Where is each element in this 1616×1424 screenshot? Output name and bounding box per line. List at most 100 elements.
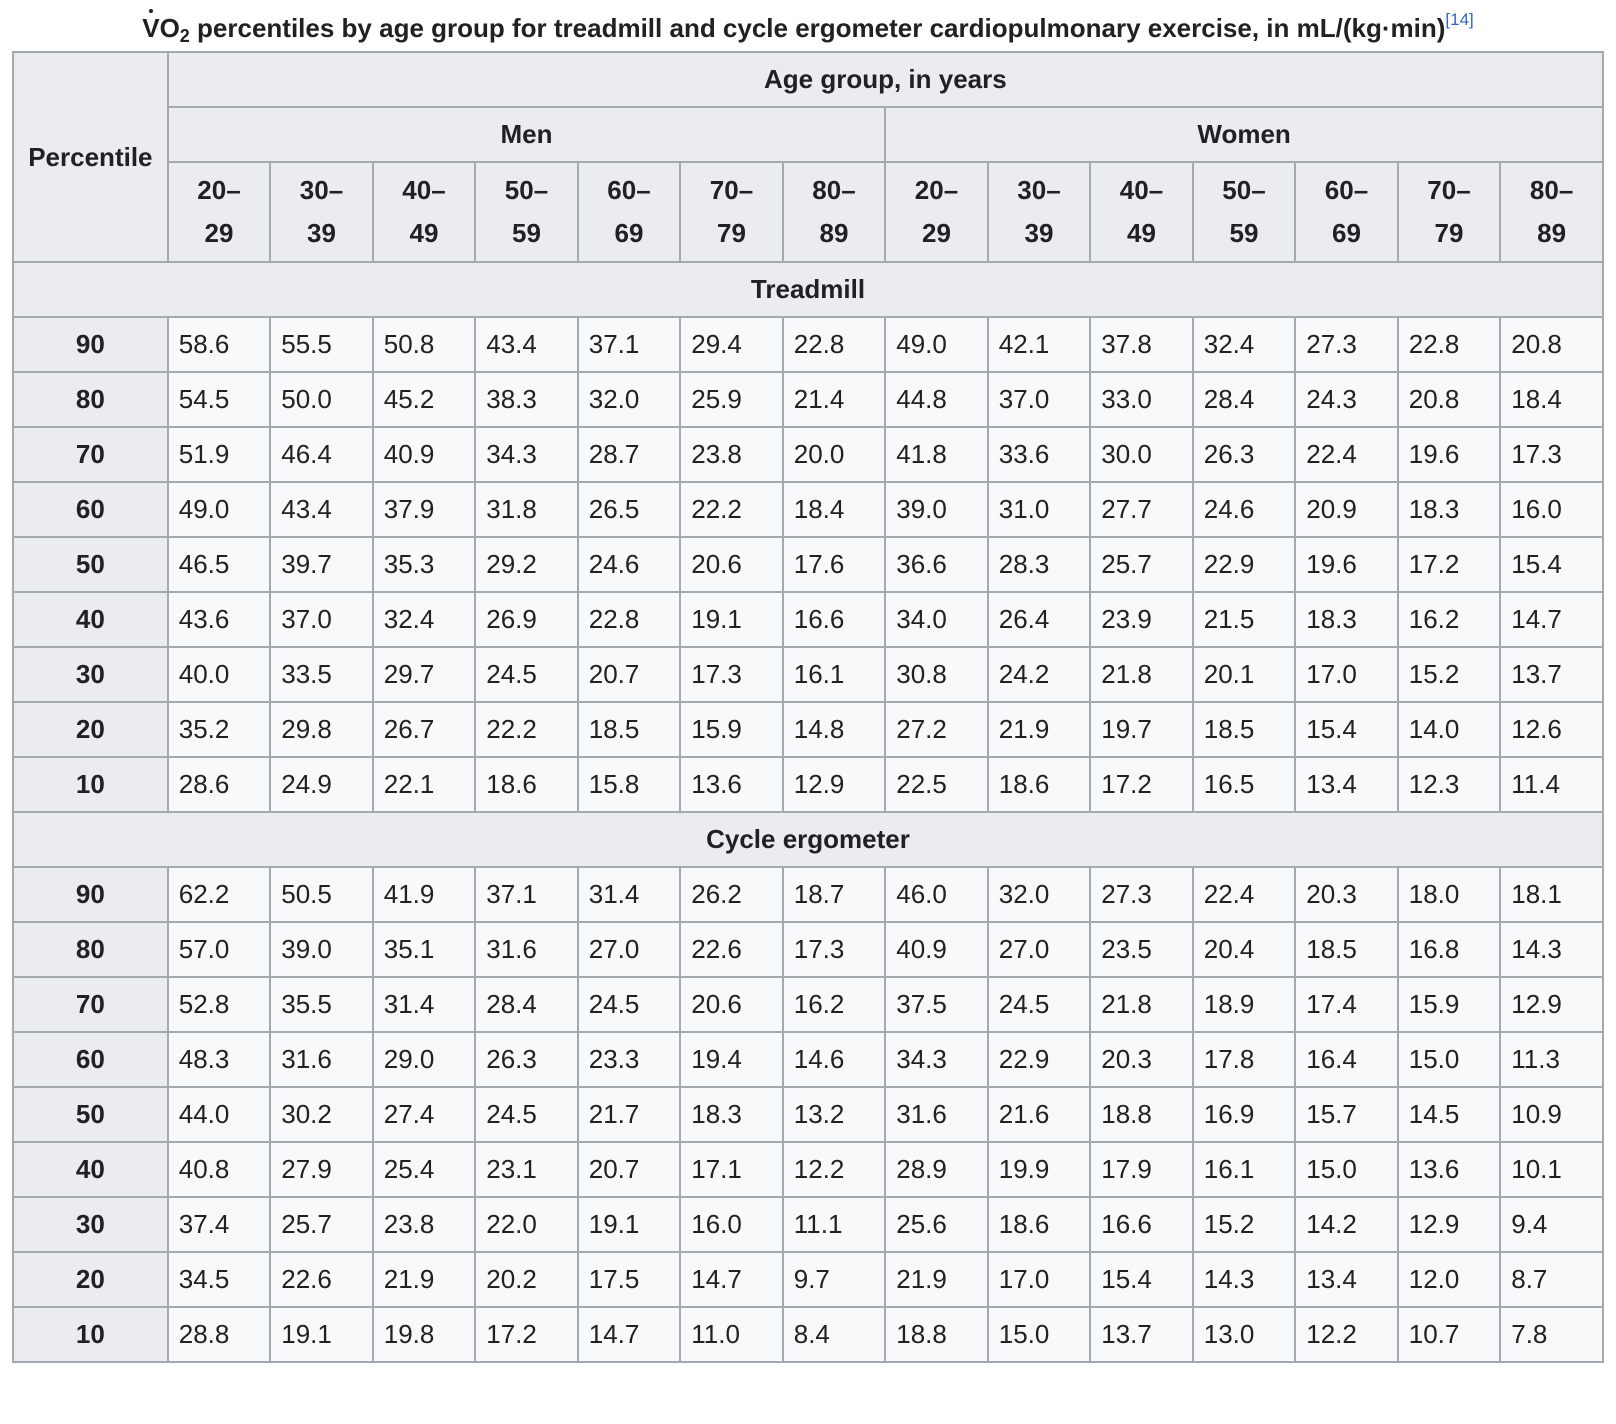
value-cell: 24.5 [986, 976, 1092, 1033]
table-row: 60 49.0 43.4 37.9 31.8 26.5 22.2 18.4 39.0 31.0 27… [12, 481, 1604, 538]
value-cell: 43.4 [474, 316, 579, 373]
value-cell: 20.8 [1396, 371, 1502, 428]
value-cell: 23.3 [576, 1031, 682, 1088]
value-cell: 13.2 [781, 1086, 887, 1143]
value-cell: 50.5 [269, 866, 374, 923]
age-range-header: 50– 59 [474, 161, 579, 263]
value-cell: 20.6 [679, 536, 784, 593]
value-cell: 16.0 [1499, 481, 1604, 538]
value-cell: 18.4 [781, 481, 887, 538]
age-range-header: 30– 39 [986, 161, 1092, 263]
percentile-cell: 80 [12, 371, 169, 428]
value-cell: 26.5 [576, 481, 682, 538]
percentile-cell: 70 [12, 976, 169, 1033]
table-row: 20 35.2 29.8 26.7 22.2 18.5 15.9 14.8 27.2 21.9 19… [12, 701, 1604, 758]
value-cell: 17.9 [1089, 1141, 1194, 1198]
value-cell: 17.3 [679, 646, 784, 703]
section-title: Cycle ergometer [12, 811, 1604, 868]
value-cell: 16.4 [1294, 1031, 1399, 1088]
percentile-cell: 20 [12, 1251, 169, 1308]
value-cell: 21.6 [986, 1086, 1092, 1143]
value-cell: 24.2 [986, 646, 1092, 703]
percentile-cell: 40 [12, 591, 169, 648]
value-cell: 54.5 [166, 371, 272, 428]
value-cell: 20.0 [781, 426, 887, 483]
value-cell: 49.0 [166, 481, 272, 538]
value-cell: 8.7 [1499, 1251, 1604, 1308]
value-cell: 50.8 [371, 316, 477, 373]
value-cell: 31.4 [371, 976, 477, 1033]
value-cell: 11.4 [1499, 756, 1604, 813]
value-cell: 49.0 [884, 316, 989, 373]
value-cell: 25.7 [269, 1196, 374, 1253]
value-cell: 19.6 [1294, 536, 1399, 593]
value-cell: 13.6 [1396, 1141, 1502, 1198]
age-range-header: 40– 49 [371, 161, 477, 263]
value-cell: 18.9 [1191, 976, 1297, 1033]
value-cell: 12.9 [1499, 976, 1604, 1033]
value-cell: 12.2 [781, 1141, 887, 1198]
value-cell: 26.2 [679, 866, 784, 923]
age-range-header: 40– 49 [1089, 161, 1194, 263]
value-cell: 23.8 [679, 426, 784, 483]
value-cell: 17.0 [986, 1251, 1092, 1308]
value-cell: 15.4 [1089, 1251, 1194, 1308]
age-range-header: 20– 29 [166, 161, 272, 263]
age-group-header: Age group, in years [166, 51, 1605, 108]
value-cell: 37.4 [166, 1196, 272, 1253]
value-cell: 40.0 [166, 646, 272, 703]
age-range-header: 60– 69 [1294, 161, 1399, 263]
value-cell: 13.7 [1499, 646, 1604, 703]
percentile-column-header: Percentile [12, 51, 169, 263]
value-cell: 33.0 [1089, 371, 1194, 428]
value-cell: 21.5 [1191, 591, 1297, 648]
caption-v: V [142, 8, 160, 48]
table-row: 50 46.5 39.7 35.3 29.2 24.6 20.6 17.6 36.6 28.3 25… [12, 536, 1604, 593]
age-range-header: 80– 89 [781, 161, 887, 263]
value-cell: 18.6 [986, 1196, 1092, 1253]
percentile-cell: 50 [12, 1086, 169, 1143]
value-cell: 15.7 [1294, 1086, 1399, 1143]
value-cell: 19.8 [371, 1306, 477, 1363]
value-cell: 12.9 [781, 756, 887, 813]
value-cell: 31.0 [986, 481, 1092, 538]
value-cell: 14.7 [576, 1306, 682, 1363]
value-cell: 17.5 [576, 1251, 682, 1308]
value-cell: 14.0 [1396, 701, 1502, 758]
value-cell: 17.2 [1089, 756, 1194, 813]
value-cell: 25.9 [679, 371, 784, 428]
value-cell: 18.3 [1294, 591, 1399, 648]
value-cell: 14.3 [1191, 1251, 1297, 1308]
table-body: Treadmill 90 58.6 55.5 50.8 43.4 37.1 29.4 22.8 4… [12, 261, 1604, 1363]
value-cell: 29.2 [474, 536, 579, 593]
value-cell: 14.8 [781, 701, 887, 758]
value-cell: 14.6 [781, 1031, 887, 1088]
value-cell: 21.4 [781, 371, 887, 428]
value-cell: 23.1 [474, 1141, 579, 1198]
value-cell: 37.5 [884, 976, 989, 1033]
table-row: 20 34.5 22.6 21.9 20.2 17.5 14.7 9.7 21.9 17.0 15.… [12, 1251, 1604, 1308]
value-cell: 15.2 [1191, 1196, 1297, 1253]
value-cell: 31.6 [269, 1031, 374, 1088]
percentile-cell: 40 [12, 1141, 169, 1198]
value-cell: 21.7 [576, 1086, 682, 1143]
value-cell: 16.8 [1396, 921, 1502, 978]
value-cell: 32.0 [576, 371, 682, 428]
value-cell: 22.5 [884, 756, 989, 813]
value-cell: 28.7 [576, 426, 682, 483]
value-cell: 19.9 [986, 1141, 1092, 1198]
percentile-cell: 90 [12, 866, 169, 923]
reference-link[interactable]: [14] [1445, 10, 1474, 29]
value-cell: 55.5 [269, 316, 374, 373]
age-range-header: 70– 79 [1396, 161, 1502, 263]
value-cell: 27.4 [371, 1086, 477, 1143]
percentile-cell: 60 [12, 1031, 169, 1088]
table-row: 70 51.9 46.4 40.9 34.3 28.7 23.8 20.0 41.8 33.6 30… [12, 426, 1604, 483]
value-cell: 22.0 [474, 1196, 579, 1253]
caption-o: O [159, 13, 180, 43]
value-cell: 14.7 [679, 1251, 784, 1308]
value-cell: 14.5 [1396, 1086, 1502, 1143]
value-cell: 17.4 [1294, 976, 1399, 1033]
value-cell: 25.4 [371, 1141, 477, 1198]
value-cell: 20.3 [1089, 1031, 1194, 1088]
